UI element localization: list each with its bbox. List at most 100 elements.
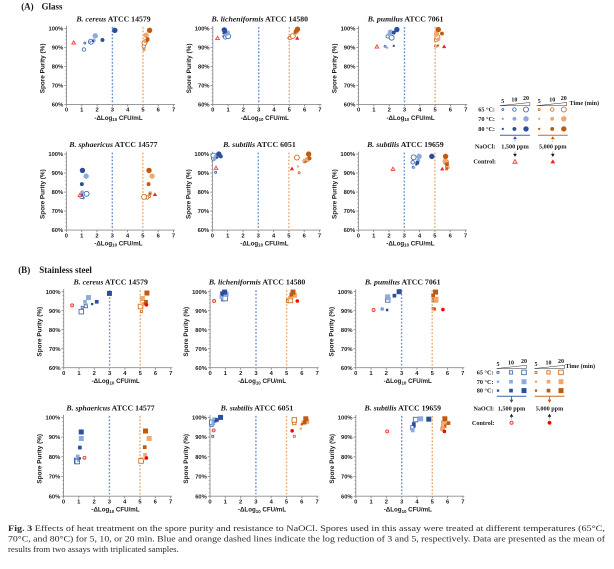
svg-text:5: 5 xyxy=(285,371,289,377)
svg-text:4: 4 xyxy=(126,108,130,114)
svg-text:0: 0 xyxy=(354,371,357,377)
svg-text:7: 7 xyxy=(461,499,464,505)
svg-text:3: 3 xyxy=(403,233,407,239)
svg-text:Spore Purity (%): Spore Purity (%) xyxy=(37,307,44,357)
svg-text:65 °C:: 65 °C: xyxy=(477,370,494,377)
svg-text:0: 0 xyxy=(208,499,211,505)
svg-text:1: 1 xyxy=(80,233,84,239)
svg-text:1: 1 xyxy=(226,108,230,114)
svg-text:100%: 100% xyxy=(195,27,210,33)
svg-text:0: 0 xyxy=(211,108,214,114)
svg-text:100%: 100% xyxy=(340,152,355,158)
svg-text:3: 3 xyxy=(257,233,261,239)
svg-text:80%: 80% xyxy=(344,65,356,71)
svg-text:4: 4 xyxy=(418,233,422,239)
svg-text:4: 4 xyxy=(415,499,419,505)
svg-text:70%: 70% xyxy=(195,475,207,481)
svg-text:80 °C:: 80 °C: xyxy=(478,126,495,133)
svg-text:Spore Purity (%): Spore Purity (%) xyxy=(329,434,336,484)
svg-text:4: 4 xyxy=(272,108,276,114)
svg-text:0: 0 xyxy=(357,108,360,114)
svg-text:2: 2 xyxy=(388,108,391,114)
svg-text:B. subtilis ATCC 6051: B. subtilis ATCC 6051 xyxy=(220,403,294,412)
svg-text:80%: 80% xyxy=(195,328,207,334)
svg-text:70°C, and 80°C) for 5, 10, or: 70°C, and 80°C) for 5, 10, or 20 min. Bl… xyxy=(8,534,605,544)
svg-text:5: 5 xyxy=(285,499,289,505)
svg-text:6: 6 xyxy=(154,499,158,505)
svg-text:70 °C:: 70 °C: xyxy=(477,379,494,386)
svg-text:2: 2 xyxy=(385,371,388,377)
svg-text:80%: 80% xyxy=(52,65,64,71)
svg-text:80 °C:: 80 °C: xyxy=(477,388,494,395)
svg-text:90%: 90% xyxy=(341,435,353,441)
svg-text:70%: 70% xyxy=(52,209,64,215)
svg-text:100%: 100% xyxy=(192,290,207,296)
svg-text:90%: 90% xyxy=(195,309,207,315)
svg-text:1: 1 xyxy=(77,499,81,505)
svg-text:Spore Purity (%): Spore Purity (%) xyxy=(185,169,192,219)
svg-text:4: 4 xyxy=(270,371,274,377)
svg-text:Spore Purity (%): Spore Purity (%) xyxy=(331,169,338,219)
svg-text:1,500 ppm: 1,500 ppm xyxy=(498,406,526,413)
svg-text:4: 4 xyxy=(270,499,274,505)
svg-text:90%: 90% xyxy=(198,46,210,52)
svg-text:100%: 100% xyxy=(45,416,60,422)
svg-text:90%: 90% xyxy=(341,309,353,315)
svg-text:70%: 70% xyxy=(344,84,356,90)
svg-text:60%: 60% xyxy=(341,494,353,500)
svg-text:60%: 60% xyxy=(341,366,353,372)
svg-text:0: 0 xyxy=(354,499,357,505)
svg-text:1: 1 xyxy=(80,108,84,114)
svg-text:Stainless steel: Stainless steel xyxy=(39,265,92,275)
svg-text:Spore Purity (%): Spore Purity (%) xyxy=(329,307,336,357)
svg-text:-ΔLog10 CFU/mL: -ΔLog10 CFU/mL xyxy=(91,507,139,514)
svg-text:100%: 100% xyxy=(48,27,63,33)
svg-text:90%: 90% xyxy=(344,46,356,52)
svg-text:90%: 90% xyxy=(195,435,207,441)
svg-text:3: 3 xyxy=(111,108,115,114)
svg-text:5: 5 xyxy=(538,99,541,105)
svg-text:3: 3 xyxy=(254,499,258,505)
svg-text:90%: 90% xyxy=(49,309,61,315)
svg-text:1: 1 xyxy=(226,233,230,239)
svg-text:3: 3 xyxy=(108,371,112,377)
svg-text:(B): (B) xyxy=(18,265,30,275)
svg-text:(A): (A) xyxy=(21,2,34,12)
svg-text:-ΔLog10 CFU/mL: -ΔLog10 CFU/mL xyxy=(92,378,140,385)
svg-text:-ΔLog10 CFU/mL: -ΔLog10 CFU/mL xyxy=(238,507,286,514)
svg-text:7: 7 xyxy=(316,371,319,377)
svg-text:5,000 ppm: 5,000 ppm xyxy=(536,406,564,413)
svg-text:2: 2 xyxy=(242,108,245,114)
svg-text:7: 7 xyxy=(464,108,467,114)
svg-text:2: 2 xyxy=(92,499,95,505)
svg-text:Control:: Control: xyxy=(473,159,496,166)
svg-text:0: 0 xyxy=(62,499,65,505)
svg-text:6: 6 xyxy=(449,233,453,239)
svg-text:5: 5 xyxy=(431,371,435,377)
svg-text:NaOCl:: NaOCl: xyxy=(473,406,494,413)
svg-text:80%: 80% xyxy=(344,190,356,196)
svg-text:100%: 100% xyxy=(338,416,353,422)
svg-text:7: 7 xyxy=(169,371,172,377)
svg-text:5: 5 xyxy=(139,371,143,377)
svg-text:80%: 80% xyxy=(49,455,61,461)
svg-text:2: 2 xyxy=(241,233,244,239)
svg-text:7: 7 xyxy=(318,233,321,239)
svg-text:5: 5 xyxy=(497,362,500,368)
svg-text:65 °C:: 65 °C: xyxy=(478,107,495,114)
svg-text:B. subtilis ATCC 19659: B. subtilis ATCC 19659 xyxy=(364,403,442,412)
svg-text:10: 10 xyxy=(549,97,555,103)
svg-text:100%: 100% xyxy=(338,290,353,296)
svg-text:Spore Purity (%): Spore Purity (%) xyxy=(40,44,47,94)
svg-text:NaOCl:: NaOCl: xyxy=(475,143,496,150)
svg-text:80%: 80% xyxy=(52,190,64,196)
svg-text:Time (min): Time (min) xyxy=(566,363,596,370)
svg-text:B. pumilus ATCC 7061: B. pumilus ATCC 7061 xyxy=(367,14,444,23)
svg-text:B. pumilus ATCC 7061: B. pumilus ATCC 7061 xyxy=(364,278,441,287)
svg-text:70%: 70% xyxy=(198,209,210,215)
svg-text:5: 5 xyxy=(535,362,538,368)
svg-text:Fig. 3 Effects of heat treatme: Fig. 3 Effects of heat treatment on the … xyxy=(8,523,605,533)
svg-text:2: 2 xyxy=(93,371,96,377)
svg-text:7: 7 xyxy=(315,499,318,505)
svg-text:1: 1 xyxy=(372,233,376,239)
